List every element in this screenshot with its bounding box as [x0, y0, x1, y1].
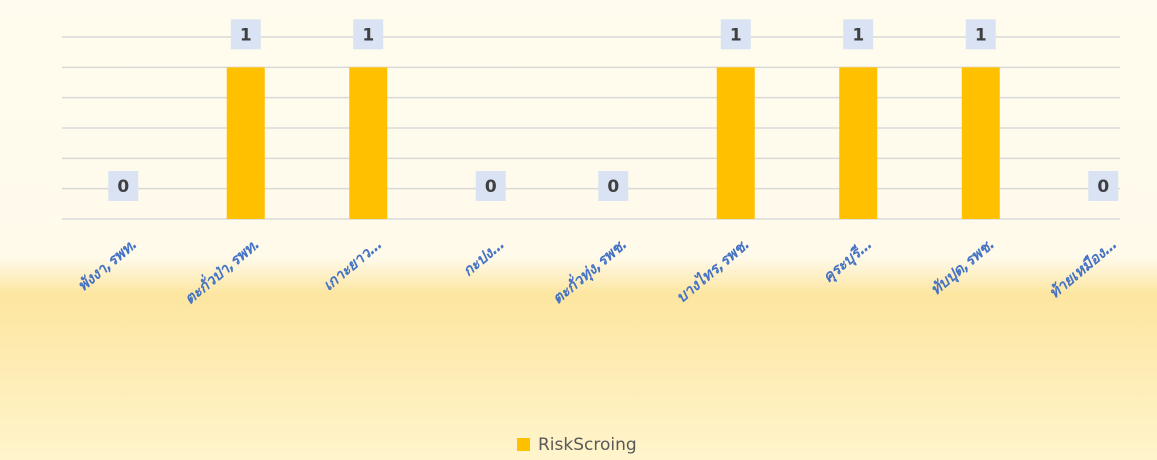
value-label: 1: [730, 25, 742, 45]
value-label: 0: [117, 177, 129, 197]
value-label-box: [720, 19, 751, 50]
value-label-box: [475, 171, 506, 201]
value-label-box: [353, 19, 384, 50]
value-label: 0: [1097, 177, 1109, 197]
legend-label: RiskScroing: [538, 435, 637, 455]
value-label: 1: [362, 25, 374, 45]
value-label-box: [843, 19, 874, 50]
value-label-box: [965, 19, 996, 50]
value-label-box: [108, 171, 139, 201]
bar: [226, 67, 265, 219]
legend-swatch: [517, 438, 530, 451]
bar: [839, 67, 878, 219]
value-label-box: [1088, 171, 1119, 201]
value-label: 0: [485, 177, 497, 197]
value-label: 1: [240, 25, 252, 45]
value-label-box: [598, 171, 629, 201]
bar: [349, 67, 388, 219]
value-label: 0: [607, 177, 619, 197]
bar: [716, 67, 755, 219]
value-label-box: [230, 19, 261, 50]
value-label: 1: [975, 25, 987, 45]
value-label: 1: [852, 25, 864, 45]
bar: [961, 67, 1000, 219]
